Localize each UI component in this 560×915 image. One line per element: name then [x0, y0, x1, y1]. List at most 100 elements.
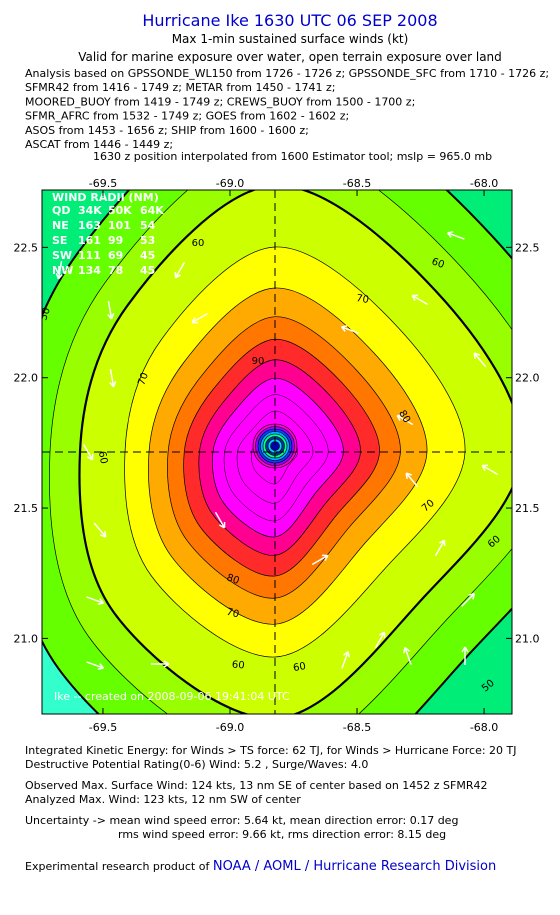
contour-label: 60 [231, 659, 245, 671]
footer-line: rms wind speed error: 9.66 kt, rms direc… [118, 828, 446, 841]
wind-arrow [55, 261, 63, 280]
x-tick-label: -68.5 [343, 177, 371, 190]
wind-arrow [174, 261, 186, 279]
wind-arrow-shaft [396, 414, 414, 426]
wind-radii-cell: 161 [78, 234, 101, 247]
wind-arrow [191, 312, 209, 324]
wind-arrow-shaft [191, 312, 209, 324]
wind-arrow-shaft [446, 231, 465, 240]
x-tick-label: -69.0 [216, 177, 244, 190]
wind-arrow-shaft [473, 352, 487, 368]
contour-label: 70 [136, 371, 151, 387]
y-tick-label: 22.0 [515, 372, 540, 385]
y-tick-label: 22.0 [14, 372, 39, 385]
credit: Experimental research product of NOAA / … [25, 859, 496, 874]
wind-arrow-shaft [174, 261, 186, 279]
wind-arrow [86, 661, 105, 670]
wind-radii-cell: 69 [108, 249, 123, 262]
validity: Valid for marine exposure over water, op… [78, 50, 502, 64]
wind-arrow [340, 325, 359, 334]
wind-radii-cell: 45 [140, 264, 155, 277]
wind-arrow [93, 522, 107, 538]
wind-radii-title: WIND RADII (NM) [52, 191, 159, 204]
wind-arrow-shaft [461, 592, 476, 607]
wind-arrow-shaft [86, 661, 105, 670]
wind-arrow [446, 231, 465, 240]
wind-arrow [396, 414, 414, 426]
wind-arrow-shaft [151, 660, 170, 668]
wind-radii-cell: 54 [140, 219, 156, 232]
wind-arrow-shaft [405, 472, 419, 488]
y-tick-label: 21.5 [515, 502, 540, 515]
analysis-line: Analysis based on GPSSONDE_WL150 from 17… [25, 67, 549, 80]
wind-arrow-shaft [55, 261, 63, 280]
wind-arrow [374, 631, 386, 649]
wind-arrow-shaft [82, 443, 94, 461]
wind-arrow [82, 443, 94, 461]
x-tick-label: -69.5 [89, 177, 117, 190]
x-tick-label: -69.5 [89, 721, 117, 734]
analysis-line: MOORED_BUOY from 1419 - 1749 z; CREWS_BU… [25, 95, 415, 108]
footer-line: Integrated Kinetic Energy: for Winds > T… [25, 744, 517, 757]
wind-radii-cell: 53 [140, 234, 155, 247]
wind-arrow-shaft [311, 554, 329, 566]
wind-radii-header: 64K [140, 204, 164, 217]
y-tick-label: 21.0 [515, 632, 540, 645]
wind-arrow-shaft [109, 369, 117, 388]
credit-org: NOAA / AOML / Hurricane Research Divisio… [213, 859, 496, 874]
wind-radii-cell: SE [52, 234, 67, 247]
contour-label: 80 [225, 572, 241, 587]
plot-frame [41, 189, 513, 715]
wind-arrow-shaft [214, 511, 226, 529]
y-tick-label: 22.5 [515, 241, 540, 254]
wind-arrow-shaft [403, 646, 412, 665]
contour-label: 70 [225, 607, 240, 621]
contour-label: 70 [355, 293, 369, 306]
subtitle: Max 1-min sustained surface winds (kt) [172, 32, 409, 46]
wind-radii-header: 34K [78, 204, 102, 217]
wind-arrow [214, 511, 226, 529]
wind-radii-cell: 99 [108, 234, 123, 247]
wind-arrow [403, 646, 412, 665]
wind-arrow [311, 554, 329, 566]
wind-arrow [461, 646, 469, 665]
position-note: 1630 z position interpolated from 1600 E… [93, 150, 492, 163]
wind-radii-cell: 78 [108, 264, 123, 277]
wind-arrow-shaft [434, 539, 446, 557]
wind-arrow-shaft [107, 301, 115, 320]
footer-line: Destructive Potential Rating(0-6) Wind: … [25, 758, 368, 771]
y-tick-label: 21.0 [14, 632, 39, 645]
analysis-line: SFMR42 from 1416 - 1749 z; METAR from 14… [25, 81, 335, 94]
wind-arrow [473, 352, 487, 368]
wind-radii-cell: 163 [78, 219, 101, 232]
wind-arrow-shaft [411, 294, 429, 306]
analysis-line: ASCAT from 1446 - 1449 z; [25, 138, 173, 151]
wind-arrow [481, 464, 499, 476]
wind-arrow [434, 539, 446, 557]
map-credit: Ike -- created on 2008-09-06 19:41:04 UT… [54, 690, 290, 703]
contour-label: 60 [430, 256, 446, 271]
wind-arrow-shaft [86, 596, 105, 605]
contour-label: 60 [192, 238, 205, 249]
footer-line: Uncertainty -> mean wind speed error: 5.… [25, 814, 458, 827]
wind-arrow-shaft [461, 646, 469, 665]
y-tick-label: 21.5 [14, 502, 39, 515]
analysis-line: SFMR_AFRC from 1532 - 1749 z; GOES from … [25, 110, 349, 123]
wind-radii-cell: 111 [78, 249, 101, 262]
wind-radii-header: QD [52, 204, 70, 217]
x-tick-label: -68.0 [470, 177, 498, 190]
x-tick-label: -68.5 [343, 721, 371, 734]
credit-prefix: Experimental research product of [25, 860, 213, 873]
analysis-line: ASOS from 1453 - 1656 z; SHIP from 1600 … [25, 124, 309, 137]
wind-radii-cell: 45 [140, 249, 155, 262]
wind-arrow [461, 592, 476, 607]
wind-radii-cell: NE [52, 219, 69, 232]
x-tick-label: -68.0 [470, 721, 498, 734]
wind-radii-header: 50K [108, 204, 132, 217]
wind-radii-cell: 101 [108, 219, 131, 232]
wind-arrow-shaft [340, 325, 359, 334]
wind-arrow-shaft [374, 631, 386, 649]
